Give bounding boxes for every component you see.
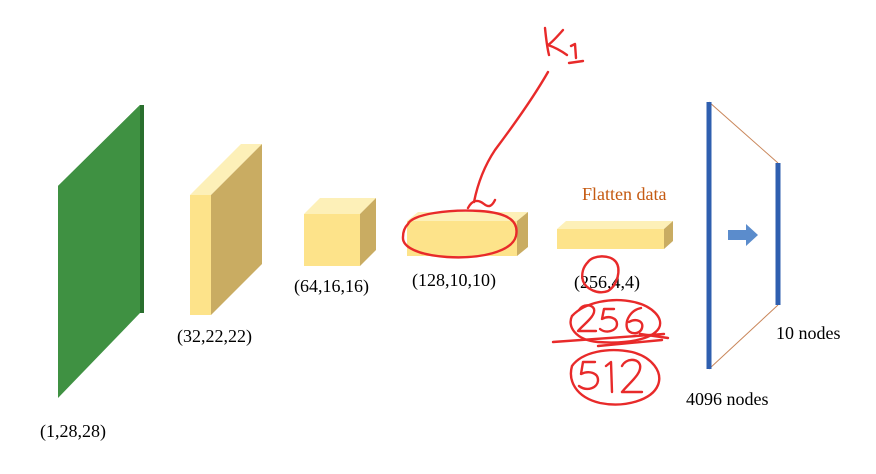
handwritten-1 [604,360,614,394]
pointer-line [472,70,550,204]
conv-block-4 [557,221,673,249]
pointer-hook [466,198,497,210]
conv-block-2 [304,198,376,266]
layer-label-conv4: (256,4,4) [574,272,640,293]
conv-block-1-side [211,144,262,315]
layer-label-conv1: (32,22,22) [177,326,252,347]
conv-block-2-top [304,198,376,214]
circle-around-block-3 [401,209,518,259]
conv-block-2-side [360,198,376,266]
dense-layers [706,101,781,370]
conv-block-1-top [190,144,262,195]
conv-block-3-side [517,212,528,256]
input-nodes-label: 4096 nodes [686,389,769,409]
conv-block-4-side [664,221,673,249]
layer-label-conv2: (64,16,16) [294,276,369,297]
flatten-label: Flatten data [582,184,666,204]
input-layer [58,105,144,398]
input-layer-face [58,105,140,398]
handwritten-annotations [401,26,670,406]
conv-block-4-top [557,221,673,229]
conv-block-1-front [190,195,211,315]
conv-block-4-front [557,229,664,249]
output-nodes-label: 10 nodes [776,323,841,343]
layer-label-input: (1,28,28) [40,421,106,442]
handwritten-k1-stroke-a [543,26,551,57]
handwritten-k1-stroke-c [569,42,578,60]
conv-block-1 [190,144,262,315]
circle-around-256-handwritten [569,298,662,344]
strike-through [551,332,670,348]
connector-bottom [708,304,779,370]
handwritten-k1-stroke-b [546,28,569,57]
layer-label-conv3: (128,10,10) [412,270,496,291]
circle-around-512 [569,348,661,406]
handwritten-k1-underline [567,59,585,65]
right-arrow-icon [728,224,758,246]
input-layer-edge [140,105,144,313]
handwritten-6 [625,306,644,335]
connector-top [708,101,779,164]
conv-block-2-front [304,214,360,266]
handwritten-5b [577,360,600,391]
circle-around-256 [581,255,620,294]
handwritten-2b [620,358,644,394]
handwritten-5 [598,307,619,333]
